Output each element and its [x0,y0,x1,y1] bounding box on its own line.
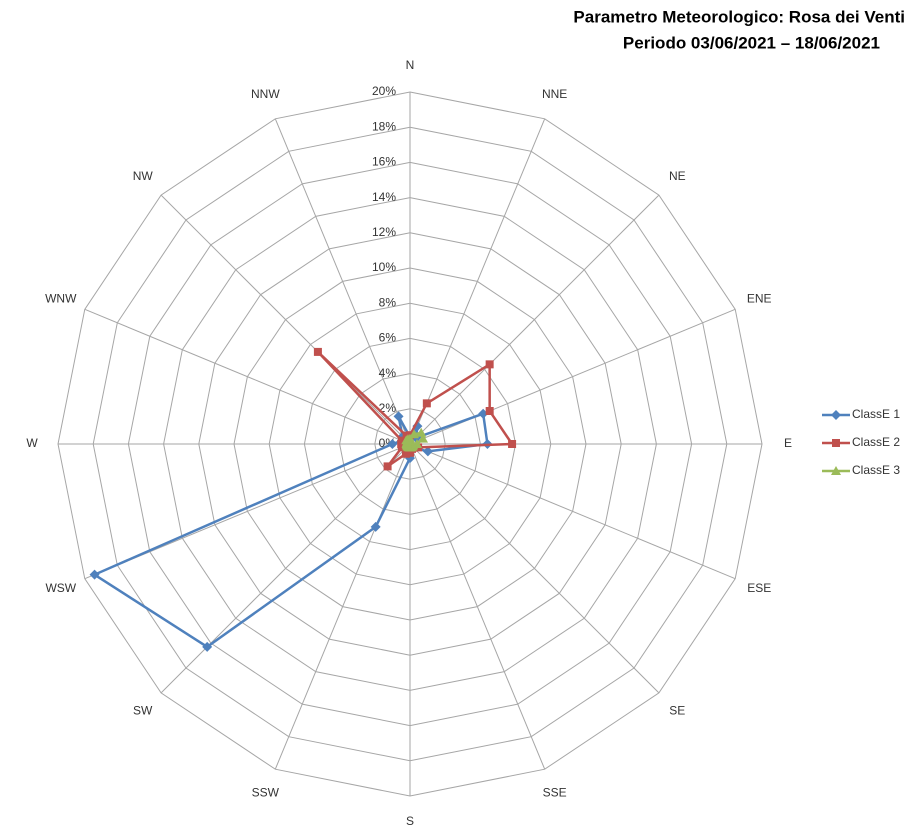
data-point [402,434,413,444]
spoke [409,443,660,694]
legend-marker [831,466,841,475]
category-label: SW [133,703,153,717]
data-point [478,408,489,419]
category-label: SSW [252,785,280,799]
data-point [416,427,427,437]
data-point [313,347,322,356]
data-point [393,411,404,422]
spoke [160,194,411,445]
chart-title: Parametro Meteorologico: Rosa dei Venti [573,7,905,26]
y-tick-label: 12% [372,225,396,239]
data-point [89,569,100,580]
category-label: W [26,436,38,450]
data-point [508,440,517,448]
y-tick-label: 16% [372,155,396,169]
y-tick-label: 4% [379,366,397,380]
data-point [406,448,414,457]
y-tick-label: 20% [372,84,396,98]
spoke [409,443,736,580]
category-label: N [406,58,415,72]
spoke [274,443,411,770]
y-tick-label: 18% [372,119,396,133]
data-point [383,462,392,471]
legend-label: ClassE 2 [852,435,900,449]
data-point [401,449,410,458]
legend-marker [831,410,841,420]
category-label: ESE [747,581,771,595]
category-label: NNW [251,87,280,101]
category-label: NW [133,169,154,183]
y-tick-label: 14% [372,190,396,204]
spoke [160,443,411,694]
category-label: SE [669,703,685,717]
legend-marker [832,439,840,447]
legend-label: ClassE 1 [852,407,900,421]
y-tick-label: 2% [379,401,397,415]
legend-label: ClassE 3 [852,463,900,477]
category-label: ENE [747,292,772,306]
category-label: SSE [543,785,567,799]
data-point [402,431,411,440]
data-point [418,433,429,443]
data-point [409,429,420,439]
category-label: WSW [45,581,76,595]
data-point [202,641,213,652]
category-label: WNW [45,292,77,306]
data-point [422,446,433,457]
category-label: NNE [542,87,567,101]
y-tick-label: 10% [372,260,396,274]
chart-subtitle: Periodo 03/06/2021 – 18/06/2021 [623,33,880,52]
data-point [422,399,431,408]
data-point [387,439,398,449]
spoke [274,118,411,445]
y-tick-label: 6% [379,331,397,345]
data-point [485,406,494,415]
category-label: NE [669,169,686,183]
data-point [397,436,406,445]
category-label: E [784,436,792,450]
data-point [485,360,494,369]
category-label: S [406,814,414,825]
spoke [409,118,546,445]
spoke [409,194,660,445]
spoke [409,443,546,770]
data-point [370,521,381,532]
spoke [84,308,411,445]
y-tick-label: 8% [379,295,397,309]
